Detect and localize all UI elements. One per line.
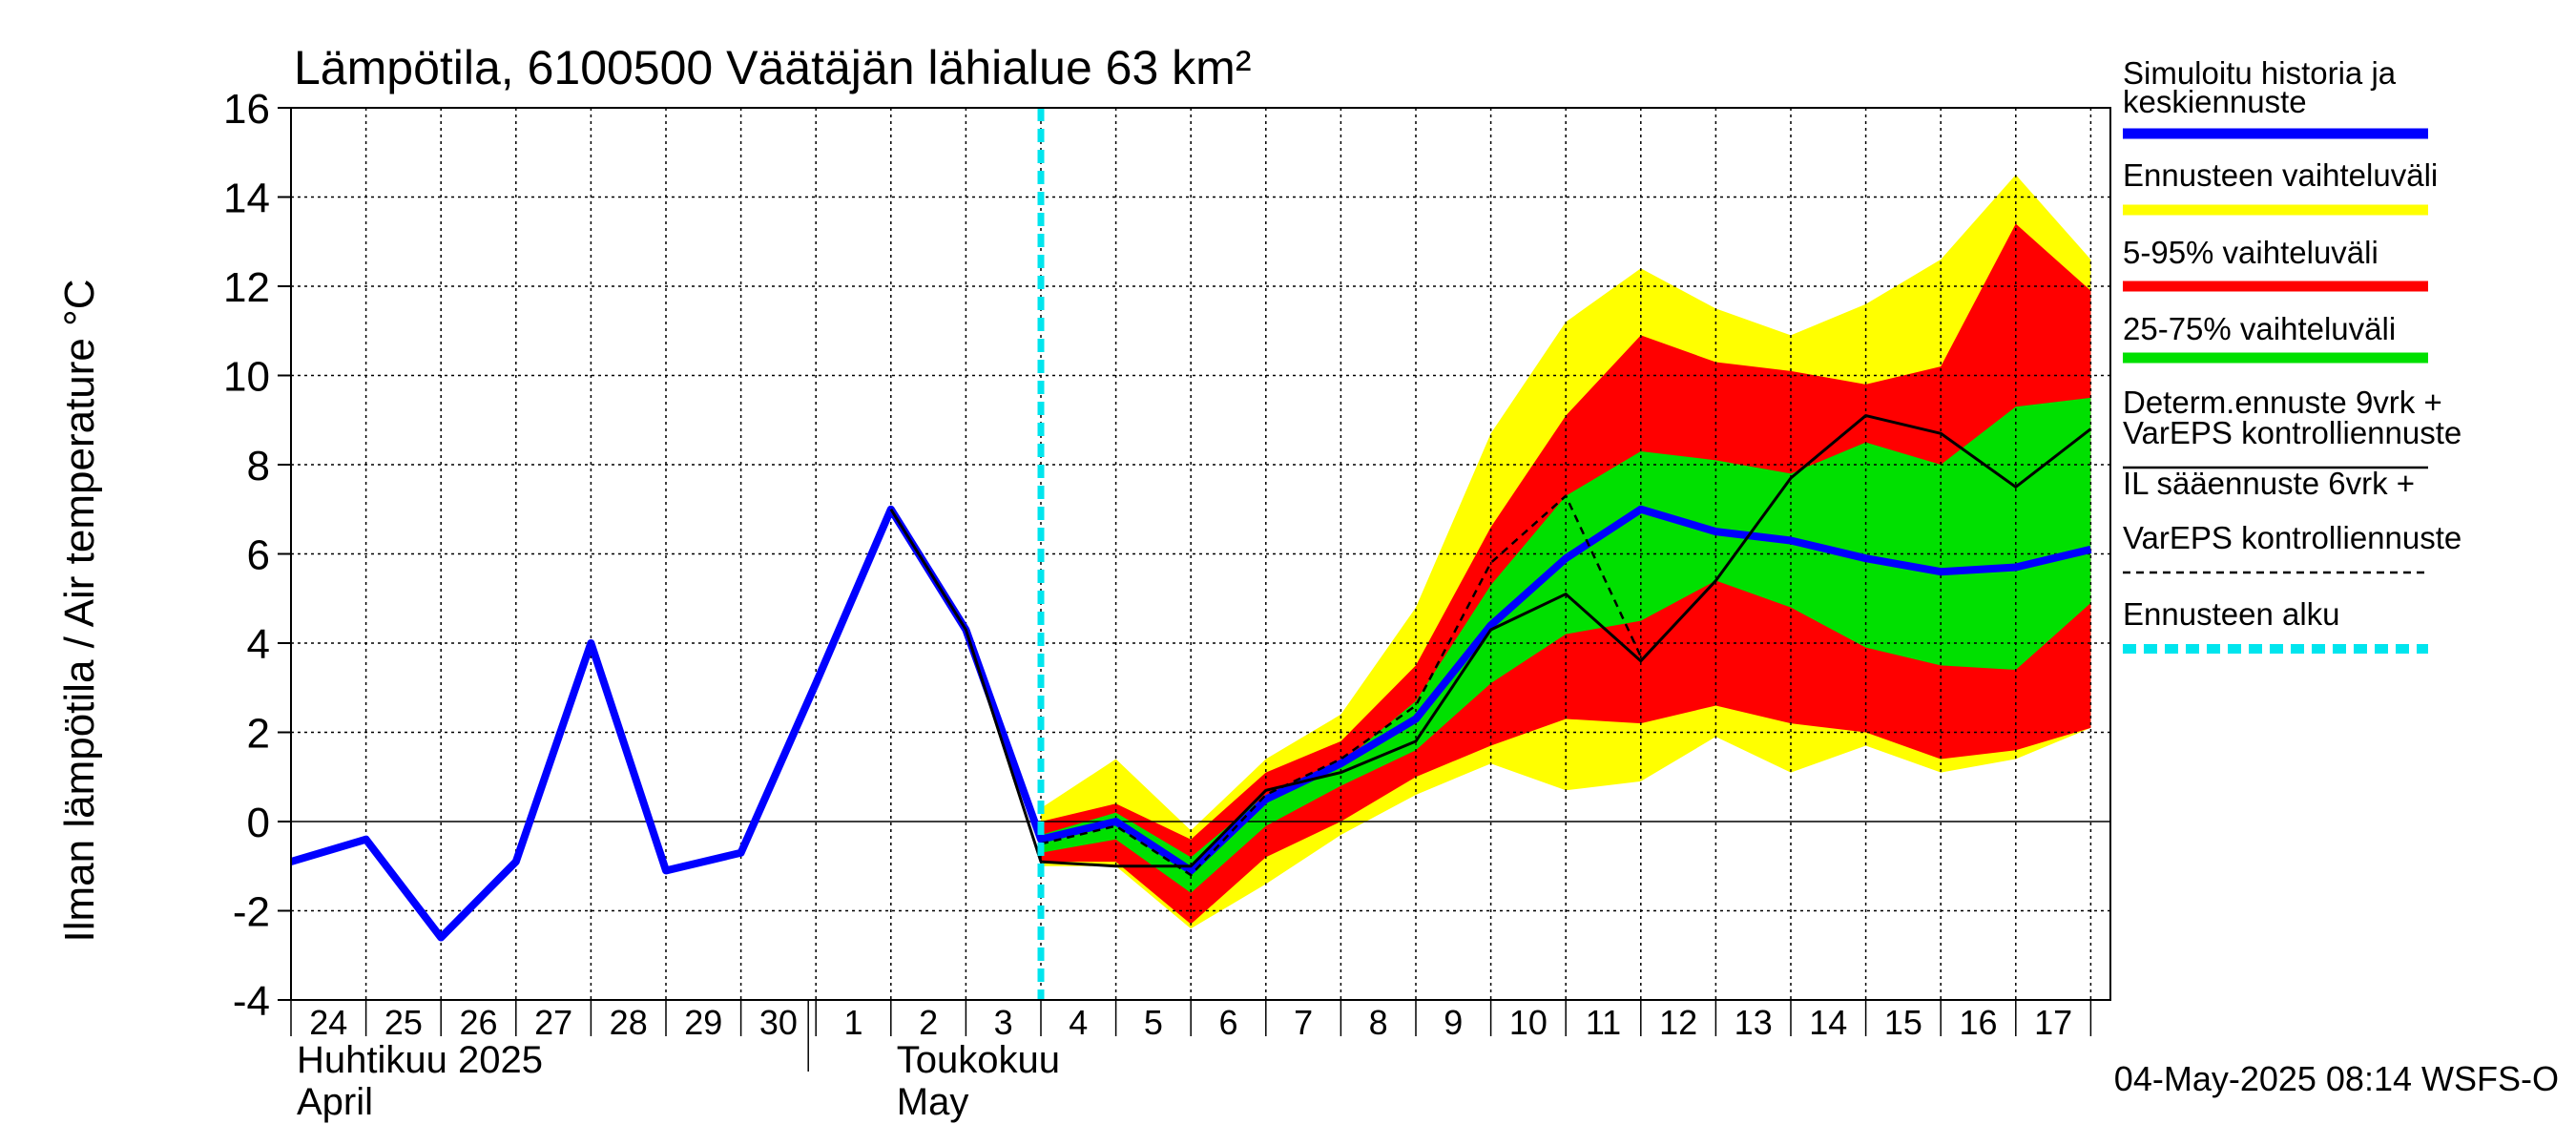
x-tick-label: 28 <box>610 1003 648 1042</box>
x-tick-label: 4 <box>1069 1003 1088 1042</box>
legend-label-line2: VarEPS kontrolliennuste <box>2123 415 2462 450</box>
legend-label: Simuloitu historia ja <box>2123 55 2397 91</box>
legend-label: Ennusteen vaihteluväli <box>2123 157 2438 193</box>
line-group <box>291 414 2092 942</box>
x-tick-label: 6 <box>1218 1003 1237 1042</box>
x-tick-label: 29 <box>684 1003 722 1042</box>
plot-area <box>291 108 2110 1000</box>
x-tick-label: 5 <box>1144 1003 1163 1042</box>
legend-label: Determ.ennuste 9vrk + <box>2123 385 2442 420</box>
y-tick-label: -4 <box>233 978 270 1025</box>
x-tick-label: 10 <box>1509 1003 1548 1042</box>
y-tick-label: 8 <box>247 443 270 489</box>
legend-label: Ennusteen alku <box>2123 596 2340 632</box>
x-tick-label: 15 <box>1884 1003 1922 1042</box>
x-tick-label: 13 <box>1735 1003 1773 1042</box>
data-group <box>1041 175 2091 929</box>
x-tick-label: 27 <box>534 1003 572 1042</box>
y-tick-label: 14 <box>223 176 270 222</box>
legend-label: 25-75% vaihteluväli <box>2123 311 2396 346</box>
series-line-il-forecast <box>1040 494 1642 877</box>
x-tick-label: 2 <box>919 1003 938 1042</box>
x-tick-label: 14 <box>1809 1003 1847 1042</box>
y-tick-label: 16 <box>223 86 270 133</box>
chart-title: Lämpötila, 6100500 Väätäjän lähialue 63 … <box>294 41 1251 94</box>
x-tick-label: 7 <box>1294 1003 1313 1042</box>
x-tick-label: 25 <box>384 1003 423 1042</box>
x-tick-label: 12 <box>1659 1003 1697 1042</box>
y-tick-label: 2 <box>247 711 270 758</box>
x-tick-label: 9 <box>1444 1003 1463 1042</box>
y-tick-label: -2 <box>233 889 270 936</box>
x-tick-label: 3 <box>994 1003 1013 1042</box>
x-tick-label: 8 <box>1369 1003 1388 1042</box>
legend-label-line2: keskiennuste <box>2123 84 2307 119</box>
x-tick-label: 11 <box>1586 1003 1621 1042</box>
x-tick-label: 30 <box>759 1003 798 1042</box>
band-25-75-vaihteluv-li <box>1041 397 2091 893</box>
month-label: Huhtikuu 2025 <box>297 1039 543 1081</box>
legend-label: 5-95% vaihteluväli <box>2123 235 2379 270</box>
month-label-en: May <box>897 1081 969 1123</box>
footer-timestamp: 04-May-2025 08:14 WSFS-O <box>2114 1059 2559 1098</box>
y-tick-label: 0 <box>247 800 270 846</box>
y-tick-label: 4 <box>247 621 270 668</box>
x-tick-label: 26 <box>459 1003 497 1042</box>
series-line-deterministic <box>889 414 2092 868</box>
month-label: Toukokuu <box>897 1039 1060 1081</box>
y-axis-label: Ilman lämpötila / Air temperature °C <box>56 280 103 943</box>
x-tick-label: 24 <box>309 1003 347 1042</box>
y-tick-label: 10 <box>223 354 270 401</box>
x-tick-label: 1 <box>843 1003 862 1042</box>
x-tick-label: 17 <box>2034 1003 2072 1042</box>
legend-label-line2: VarEPS kontrolliennuste <box>2123 520 2462 555</box>
x-tick-label: 16 <box>1959 1003 1997 1042</box>
month-label-en: April <box>297 1081 373 1123</box>
y-tick-label: 12 <box>223 264 270 311</box>
legend-label: IL sääennuste 6vrk + <box>2123 466 2415 501</box>
y-tick-label: 6 <box>247 532 270 579</box>
series-line-simulated-mean <box>291 505 2092 942</box>
